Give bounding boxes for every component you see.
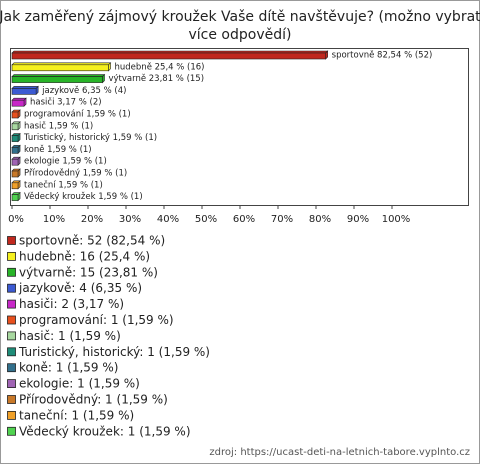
data-label: hudebně 25,4 % (16) bbox=[115, 62, 205, 72]
bar-top bbox=[11, 62, 112, 66]
legend-swatch bbox=[7, 363, 16, 373]
legend-swatch bbox=[7, 315, 16, 325]
bar bbox=[11, 88, 37, 95]
legend-label: sportovně: 52 (82,54 %) bbox=[19, 234, 165, 248]
legend-swatch bbox=[7, 379, 16, 389]
data-label: hasič 1,59 % (1) bbox=[24, 120, 93, 131]
chart-title: Jak zaměřený zájmový kroužek Vaše dítě n… bbox=[0, 9, 480, 25]
legend-swatch bbox=[7, 347, 16, 357]
x-tick-label: 40% bbox=[157, 214, 179, 225]
legend-label: Turistický, historický: 1 (1,59 %) bbox=[18, 345, 210, 359]
chart-title: více odpovědí) bbox=[189, 27, 292, 43]
data-label: výtvarně 23,81 % (15) bbox=[108, 74, 204, 84]
bar bbox=[11, 194, 19, 201]
legend-label: hudebně: 16 (25,4 %) bbox=[19, 249, 150, 263]
x-tick-label: 50% bbox=[195, 214, 217, 225]
legend-swatch bbox=[7, 410, 16, 420]
legend-label: Vědecký kroužek: 1 (1,59 %) bbox=[19, 424, 191, 438]
data-label: hasiči 3,17 % (2) bbox=[30, 97, 102, 108]
data-label: programování 1,59 % (1) bbox=[24, 110, 131, 120]
bar bbox=[11, 147, 19, 154]
bar bbox=[11, 99, 25, 107]
legend-swatch bbox=[7, 236, 16, 245]
x-tick-label: 100% bbox=[382, 214, 411, 225]
legend-label: programování: 1 (1,59 %) bbox=[19, 313, 174, 327]
bar bbox=[11, 111, 19, 119]
legend-label: ekologie: 1 (1,59 %) bbox=[19, 377, 140, 391]
source: zdroj: https://ucast-deti-na-letnich-tab… bbox=[209, 447, 470, 458]
x-tick-label: 60% bbox=[233, 214, 255, 225]
data-label: sportovně 82,54 % (52) bbox=[332, 51, 433, 61]
data-label: Vědecký kroužek 1,59 % (1) bbox=[24, 192, 143, 202]
bar bbox=[11, 158, 19, 166]
data-label: Turistický, historický 1,59 % (1) bbox=[23, 133, 157, 143]
x-tick-label: 80% bbox=[309, 214, 331, 225]
legend-label: taneční: 1 (1,59 %) bbox=[19, 408, 134, 422]
legend-label: výtvarně: 15 (23,81 %) bbox=[19, 265, 158, 279]
bar bbox=[11, 170, 19, 178]
legend-swatch bbox=[7, 283, 16, 293]
legend-swatch bbox=[7, 251, 16, 261]
bar bbox=[11, 123, 19, 131]
x-tick-label: 90% bbox=[347, 214, 369, 225]
x-tick-label: 0% bbox=[8, 214, 24, 225]
bar bbox=[11, 182, 19, 190]
bar bbox=[11, 64, 109, 72]
bar bbox=[11, 76, 103, 83]
bar bbox=[11, 135, 19, 142]
x-tick-label: 30% bbox=[119, 214, 141, 225]
data-label: jazykově 6,35 % (4) bbox=[41, 86, 126, 96]
data-label: ekologie 1,59 % (1) bbox=[24, 157, 107, 167]
legend-swatch bbox=[7, 299, 16, 309]
x-tick-label: 20% bbox=[81, 214, 103, 225]
legend-label: koně: 1 (1,59 %) bbox=[19, 361, 118, 375]
data-label: Přírodovědný 1,59 % (1) bbox=[24, 169, 127, 179]
legend-swatch bbox=[7, 267, 16, 277]
legend-swatch bbox=[7, 395, 16, 404]
x-tick-label: 70% bbox=[271, 214, 293, 225]
legend-swatch bbox=[7, 426, 16, 436]
legend-swatch bbox=[7, 331, 16, 341]
legend-label: Přírodovědný: 1 (1,59 %) bbox=[19, 393, 168, 407]
data-label: taneční 1,59 % (1) bbox=[24, 179, 103, 190]
bar bbox=[11, 52, 326, 60]
legend-label: hasič: 1 (1,59 %) bbox=[19, 329, 121, 343]
legend-label: jazykově: 4 (6,35 %) bbox=[18, 281, 142, 295]
x-tick-label: 10% bbox=[43, 214, 65, 225]
data-label: koně 1,59 % (1) bbox=[24, 145, 92, 155]
bar-top bbox=[11, 74, 106, 77]
legend-label: hasiči: 2 (3,17 %) bbox=[19, 297, 124, 311]
bar-top bbox=[11, 86, 39, 89]
